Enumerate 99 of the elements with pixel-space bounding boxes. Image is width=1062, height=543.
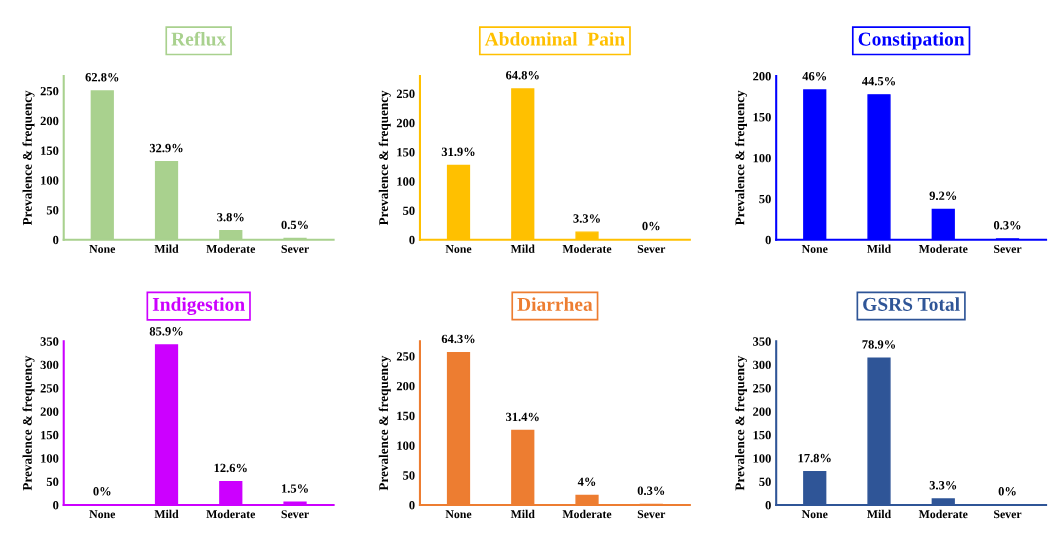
chart-title: GSRS Total: [863, 297, 960, 311]
y-tick-label: 200: [396, 381, 415, 391]
annotation: 46%: [802, 72, 827, 81]
y-tick-label: 150: [753, 112, 771, 122]
y-tick-label: 150: [397, 411, 415, 421]
y-tick-label: 100: [397, 441, 415, 450]
x-tick-label: Sever: [994, 510, 1022, 519]
y-tick-label: 50: [759, 477, 771, 487]
x-tick-label: Moderate: [562, 244, 612, 253]
y-axis-title: Prevalence & frequency: [734, 90, 748, 226]
x-tick-label: Moderate: [918, 509, 968, 519]
y-axis-title: Prevalence & frequency: [378, 355, 391, 491]
x-tick-label: Moderate: [918, 244, 968, 253]
x-tick-label: None: [89, 510, 116, 519]
y-axis-title: Prevalence & frequency: [378, 90, 391, 226]
chart-title: Diarrhea: [517, 297, 593, 311]
x-tick-label: Sever: [637, 244, 666, 253]
y-tick-label: 0: [53, 501, 59, 510]
y-tick-label: 200: [40, 407, 59, 416]
y-tick-label: 350: [753, 337, 771, 346]
y-tick-label: 150: [397, 148, 415, 157]
y-tick-label: 50: [403, 471, 415, 480]
x-tick-label: Moderate: [562, 509, 612, 519]
y-tick-label: 200: [753, 72, 771, 81]
annotation: 0.3%: [993, 221, 1021, 230]
y-tick-label: 200: [396, 118, 415, 128]
x-tick-label: Sever: [281, 510, 309, 519]
x-tick-label: Sever: [281, 244, 309, 253]
x-tick-label: None: [445, 510, 472, 519]
annotation: 78.9%: [862, 340, 896, 349]
y-tick-label: 250: [40, 384, 59, 393]
annotation: 3.3%: [929, 480, 957, 490]
chart-title: Abdominal Pain: [484, 31, 625, 46]
y-tick-label: 150: [41, 430, 59, 440]
y-tick-label: 200: [753, 407, 771, 416]
y-tick-label: 250: [396, 89, 415, 99]
y-tick-label: 300: [753, 360, 771, 370]
chart-title: Indigestion: [152, 297, 245, 315]
x-tick-label: None: [89, 245, 116, 253]
annotation: 0%: [642, 221, 660, 231]
y-tick-label: 50: [759, 194, 771, 204]
x-tick-label: Moderate: [206, 244, 256, 253]
annotation: 31.4%: [506, 412, 539, 422]
y-tick-label: 50: [403, 206, 415, 215]
y-tick-label: 300: [40, 360, 59, 370]
y-tick-label: 150: [41, 146, 59, 155]
y-tick-label: 50: [46, 206, 59, 215]
annotation: 17.8%: [798, 453, 831, 463]
x-tick-label: None: [801, 245, 828, 253]
annotation: 32.9%: [149, 143, 183, 153]
annotation: 85.9%: [149, 327, 183, 336]
chart-title: Constipation: [858, 31, 965, 50]
x-tick-label: Mild: [867, 244, 892, 253]
x-tick-label: Mild: [867, 509, 892, 519]
y-tick-label: 0: [409, 501, 415, 510]
y-tick-label: 150: [753, 430, 771, 440]
y-tick-label: 100: [397, 177, 415, 186]
y-tick-label: 50: [46, 477, 59, 487]
chart-title: Reflux: [171, 31, 227, 46]
x-tick-label: Sever: [994, 244, 1022, 253]
y-tick-label: 100: [753, 454, 771, 463]
y-tick-label: 0: [409, 235, 415, 245]
y-tick-label: 100: [753, 153, 771, 163]
y-tick-label: 0: [765, 501, 771, 510]
y-tick-label: 350: [40, 337, 59, 346]
annotation: 0.3%: [637, 486, 665, 495]
annotation: 64.8%: [506, 70, 539, 80]
x-tick-label: None: [801, 510, 828, 519]
x-tick-label: Moderate: [206, 509, 256, 519]
x-tick-label: Mild: [510, 244, 535, 253]
annotation: 9.2%: [929, 191, 957, 201]
annotation: 62.8%: [85, 72, 119, 82]
x-tick-label: None: [445, 245, 472, 253]
y-tick-label: 100: [41, 176, 59, 185]
annotation: 3.3%: [573, 214, 600, 223]
y-axis-title: Prevalence & frequency: [22, 355, 35, 491]
annotation: 3.8%: [217, 212, 244, 222]
y-tick-label: 0: [765, 235, 771, 245]
annotation: 64.3%: [441, 334, 475, 344]
x-tick-label: Mild: [510, 509, 535, 519]
annotation: 0%: [998, 487, 1016, 496]
annotation: 44.5%: [861, 76, 896, 86]
annotation: 4%: [577, 477, 596, 487]
y-axis-title: Prevalence & frequency: [22, 90, 35, 226]
y-tick-label: 200: [40, 116, 59, 126]
annotation: 12.6%: [214, 463, 247, 473]
y-tick-label: 250: [753, 384, 771, 393]
annotation: 31.9%: [441, 147, 475, 157]
y-axis-title: Prevalence & frequency: [734, 355, 748, 491]
y-tick-label: 100: [41, 454, 59, 463]
x-tick-label: Sever: [637, 510, 666, 519]
annotation: 1.5%: [281, 484, 308, 493]
annotation: 0%: [93, 487, 111, 496]
x-tick-label: Mild: [154, 244, 179, 253]
y-tick-label: 250: [40, 86, 59, 96]
annotation: 0.5%: [281, 220, 308, 230]
y-tick-label: 0: [53, 235, 59, 245]
y-tick-label: 250: [396, 352, 415, 361]
x-tick-label: Mild: [154, 509, 179, 519]
